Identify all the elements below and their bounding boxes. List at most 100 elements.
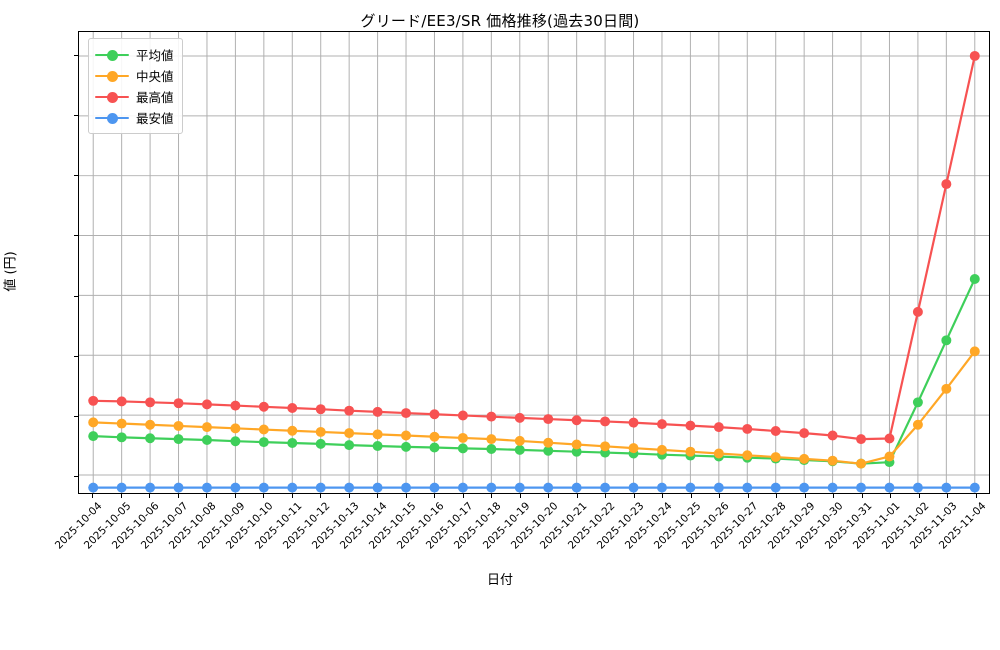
- series-point: [230, 436, 241, 447]
- legend-color-swatch: [95, 48, 129, 62]
- chart-title: グリード/EE3/SR 価格推移(過去30日間): [360, 12, 640, 30]
- series-line-2: [92, 54, 976, 441]
- x-tick-mark: [975, 494, 977, 498]
- y-axis-label: 値 (円): [3, 251, 19, 292]
- chart-legend: 平均値中央値最高値最安値: [88, 38, 183, 134]
- series-point: [884, 451, 895, 462]
- series-point: [884, 433, 895, 444]
- series-point: [116, 396, 127, 407]
- series-point: [230, 423, 241, 434]
- series-point: [685, 446, 696, 457]
- series-point: [145, 397, 156, 408]
- series-point: [713, 422, 724, 433]
- series-point: [912, 482, 923, 493]
- x-tick-mark: [605, 494, 607, 498]
- series-point: [258, 424, 269, 435]
- x-tick-mark: [348, 494, 350, 498]
- series-point: [372, 441, 383, 451]
- y-tick-mark: [74, 355, 78, 357]
- legend-label: 最高値: [136, 90, 174, 105]
- series-point: [941, 482, 952, 493]
- y-tick-mark: [74, 295, 78, 297]
- series-point: [401, 408, 412, 419]
- series-point: [770, 482, 781, 493]
- series-point: [571, 415, 582, 426]
- series-point: [315, 438, 326, 449]
- series-point: [258, 437, 269, 448]
- series-point: [457, 443, 468, 454]
- series-point: [486, 444, 497, 454]
- series-point: [628, 417, 639, 428]
- series-point: [230, 482, 241, 493]
- series-point: [145, 419, 156, 430]
- series-point: [344, 428, 355, 439]
- x-tick-mark: [918, 494, 920, 498]
- series-point: [230, 400, 241, 411]
- legend-label: 中央値: [136, 69, 174, 84]
- series-point: [401, 441, 412, 452]
- x-tick-mark: [149, 494, 151, 498]
- series-point: [258, 482, 269, 493]
- x-tick-mark: [92, 494, 94, 498]
- x-tick-mark: [177, 494, 179, 498]
- series-point: [656, 419, 667, 430]
- legend-item-0[interactable]: 平均値: [95, 44, 174, 65]
- y-tick-mark: [74, 235, 78, 237]
- series-point: [372, 482, 383, 493]
- series-point: [770, 426, 781, 437]
- y-tick-mark: [74, 115, 78, 117]
- legend-item-1[interactable]: 中央値: [95, 65, 174, 86]
- series-point: [827, 482, 838, 493]
- series-point: [372, 406, 383, 417]
- x-tick-mark: [434, 494, 436, 498]
- series-point: [287, 438, 298, 448]
- x-axis-label: 日付: [486, 573, 513, 588]
- series-point: [656, 482, 667, 493]
- data-series-layer: [88, 50, 980, 493]
- series-point: [912, 397, 923, 408]
- series-point: [344, 440, 355, 451]
- x-tick-mark: [405, 494, 407, 498]
- series-point: [258, 401, 269, 412]
- legend-item-3[interactable]: 最安値: [95, 107, 174, 128]
- series-point: [145, 482, 156, 493]
- series-point: [201, 422, 212, 433]
- series-point: [742, 482, 753, 493]
- series-point: [429, 431, 440, 442]
- series-point: [856, 434, 867, 445]
- series-point: [401, 482, 412, 493]
- x-tick-mark: [747, 494, 749, 498]
- x-tick-mark: [320, 494, 322, 498]
- x-tick-mark: [804, 494, 806, 498]
- series-point: [401, 430, 412, 441]
- plot-area: [78, 31, 990, 494]
- legend-color-swatch: [95, 111, 129, 125]
- series-point: [514, 435, 525, 446]
- series-point: [88, 417, 99, 428]
- x-tick-mark: [690, 494, 692, 498]
- x-tick-mark: [263, 494, 265, 498]
- series-point: [685, 420, 696, 431]
- series-point: [884, 482, 895, 493]
- y-tick-mark: [74, 55, 78, 57]
- series-point: [543, 482, 554, 493]
- legend-item-2[interactable]: 最高値: [95, 86, 174, 107]
- x-tick-mark: [291, 494, 293, 498]
- series-point: [827, 430, 838, 441]
- series-point: [742, 450, 753, 461]
- series-point: [799, 428, 810, 439]
- series-point: [287, 425, 298, 436]
- x-tick-mark: [833, 494, 835, 498]
- series-point: [88, 431, 99, 442]
- x-tick-mark: [462, 494, 464, 498]
- series-point: [287, 403, 298, 413]
- x-tick-mark: [206, 494, 208, 498]
- series-point: [514, 412, 525, 423]
- x-tick-mark: [861, 494, 863, 498]
- series-point: [600, 482, 611, 493]
- series-point: [173, 482, 184, 493]
- series-point: [315, 426, 326, 437]
- series-point: [287, 482, 298, 493]
- x-tick-mark: [120, 494, 122, 498]
- series-point: [969, 346, 980, 357]
